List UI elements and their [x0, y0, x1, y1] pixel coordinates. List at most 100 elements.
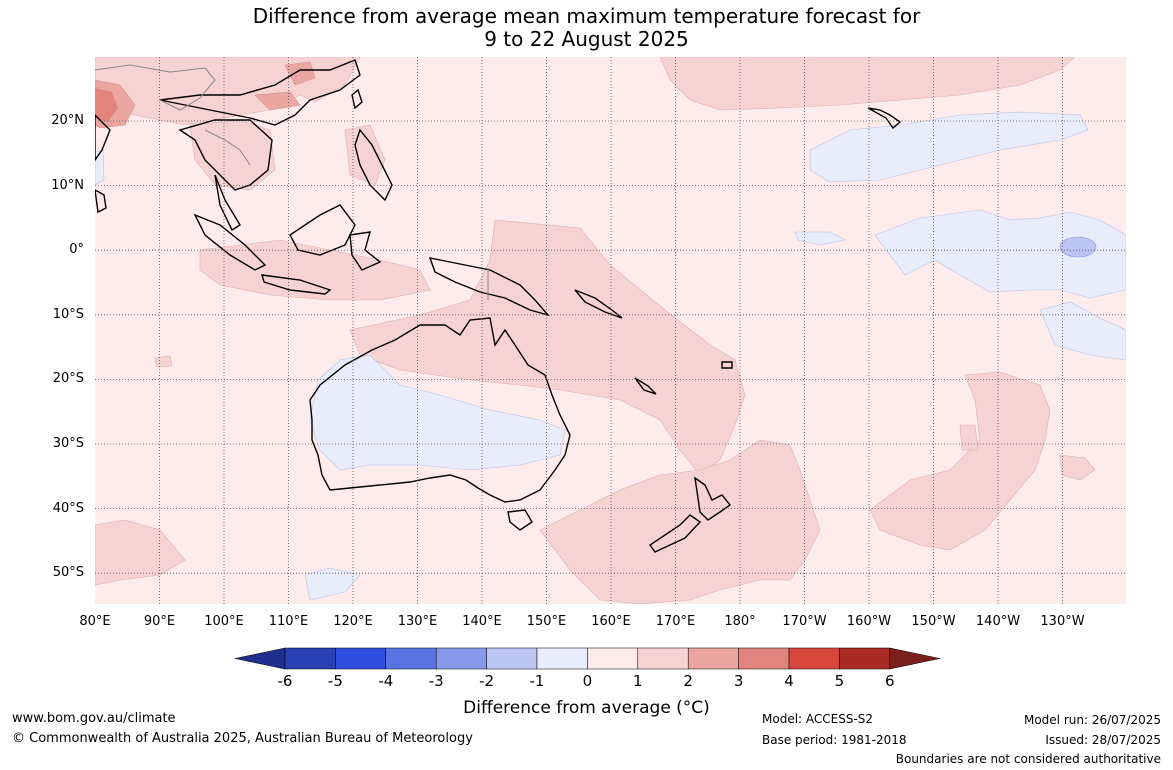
coast-taiwan [351, 88, 363, 110]
map-title-line-1: Difference from average mean maximum tem… [252, 4, 921, 28]
warm-area-south-pacific [869, 371, 1051, 551]
longitude-label: 130°E [397, 614, 438, 629]
latitude-label: 20°N [51, 113, 84, 128]
coast-java [261, 274, 332, 295]
colorbar-segment [788, 647, 840, 670]
colorbar-segment [284, 647, 336, 670]
latitude-label: 40°S [52, 500, 84, 516]
coastlines [95, 59, 902, 553]
latitude-label: 30°S [52, 436, 84, 451]
model-run-date: Model run: 26/07/2025 [1023, 713, 1161, 727]
coast-australia [309, 317, 571, 503]
warm-area-east-islet [1059, 454, 1096, 481]
latitude-label: 50°S [52, 565, 84, 581]
hottest-area [95, 88, 118, 122]
cool-area-southeast [1039, 301, 1126, 361]
coast-fiji [721, 361, 733, 369]
warm-area-southwest [95, 519, 186, 586]
longitude-label: 150°W [911, 614, 956, 629]
colorbar-tick-label: -5 [327, 672, 343, 690]
colorbar-segment [587, 647, 639, 670]
longitude-label: 150°E [526, 614, 567, 629]
longitude-label: 110°E [268, 614, 309, 629]
coast-tasmania [507, 509, 533, 531]
cool-area-north-pacific [809, 111, 1089, 183]
map-title-line-2: 9 to 22 August 2025 [484, 27, 689, 51]
cooler-area [1059, 236, 1097, 258]
colorbar-segment [435, 647, 487, 670]
latitude-label: 10°S [52, 306, 84, 322]
coast-solomons [574, 289, 623, 319]
warm-area-philippines [344, 124, 386, 186]
colorbar-segment [536, 647, 588, 670]
strong-warm-china [284, 61, 316, 86]
cool-area-australia [309, 354, 566, 471]
warm-area-pacific-band [349, 219, 746, 476]
base-period: Base period: 1981-2018 [762, 733, 907, 747]
latitude-label: 0° [69, 242, 84, 258]
longitude-label: 160°W [846, 614, 892, 629]
longitude-label: 170°W [782, 614, 827, 629]
longitude-label: 140°E [462, 614, 502, 629]
cool-anomaly-areas [95, 111, 1126, 601]
latitude-label: 20°S [52, 371, 84, 387]
longitude-label: 160°E [591, 614, 631, 629]
colorbar-tick-label: -2 [479, 672, 495, 690]
cool-area-south [304, 567, 361, 601]
warm-area-tasman [539, 439, 821, 604]
colorbar-tick-label: 0 [582, 672, 593, 690]
cool-area-equatorial [874, 209, 1126, 299]
copyright-text: © Commonwealth of Australia 2025, Austra… [12, 731, 473, 746]
colorbar-label: Difference from average (°C) [463, 698, 710, 718]
colorbar-max-extension [889, 647, 940, 670]
colorbar-tick-label: -1 [529, 672, 545, 690]
warm-area-indochina [189, 119, 276, 191]
warm-area-small-1 [959, 424, 979, 451]
coast-sulawesi [349, 231, 382, 271]
coast-sri-lanka [95, 189, 107, 214]
coast-china [159, 59, 361, 126]
colorbar [234, 647, 940, 670]
colorbar-min-extension [234, 647, 286, 670]
latitude-label: 10°N [51, 177, 84, 193]
warm-area-small-2 [154, 355, 173, 368]
colorbar-segment [687, 647, 739, 670]
coast-indochina [178, 119, 273, 191]
colorbar-segment [335, 647, 387, 670]
coast-hawaii [867, 107, 902, 130]
colorbar-tick-label: -6 [277, 672, 293, 690]
coast-new-zealand-south [649, 514, 702, 553]
longitude-label: 100°E [204, 614, 244, 629]
graticule [95, 57, 1126, 604]
cool-area-west [95, 149, 105, 186]
coast-india [95, 114, 111, 162]
longitude-label: 120°E [333, 614, 373, 629]
colorbar-tick-label: 4 [784, 672, 794, 690]
cool-area-islet [794, 231, 846, 246]
longitude-label: 140°W [975, 614, 1021, 629]
colorbar-tick-label: 6 [885, 672, 895, 690]
colorbar-segment [385, 647, 437, 670]
longitude-label: 90°E [143, 614, 176, 629]
warm-area-indonesia [199, 239, 431, 301]
colorbar-tick-label: -3 [428, 672, 444, 690]
colorbar-segment [486, 647, 538, 670]
colorbar-tick-label: 5 [834, 672, 845, 690]
colorbar-segment [637, 647, 689, 670]
longitude-label: 130°W [1040, 614, 1085, 629]
coast-new-caledonia [634, 377, 657, 395]
colorbar-segment [839, 647, 891, 670]
warm-area-north-pacific [659, 57, 1076, 111]
model-name: Model: ACCESS-S2 [762, 712, 874, 726]
longitude-label: 170°E [655, 614, 696, 629]
colorbar-tick-label: 3 [733, 672, 744, 690]
country-borders [95, 64, 489, 300]
website-link[interactable]: www.bom.gov.au/climate [12, 711, 176, 726]
colorbar-tick-label: 1 [633, 672, 643, 690]
coast-new-guinea [428, 257, 551, 317]
colorbar-tick-label: -4 [378, 672, 394, 690]
coast-philippines [354, 128, 393, 202]
warm-anomaly-areas [95, 57, 1096, 604]
issued-date: Issued: 28/07/2025 [1045, 733, 1161, 747]
